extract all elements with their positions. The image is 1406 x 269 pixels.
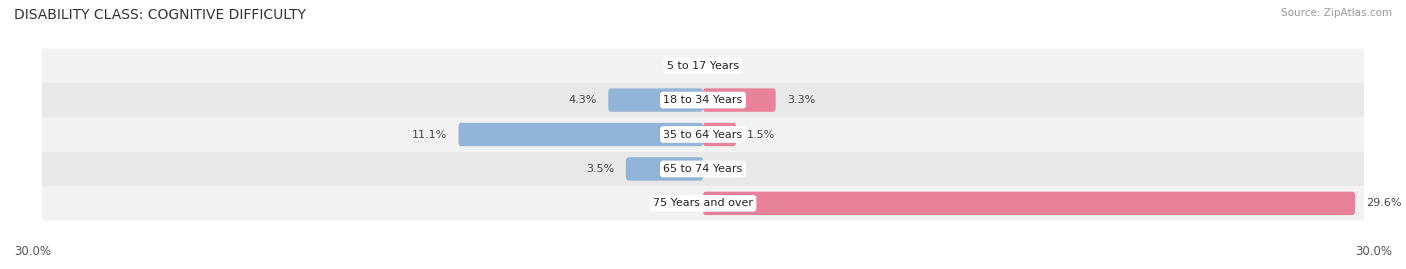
FancyBboxPatch shape xyxy=(31,48,1375,83)
Text: 5 to 17 Years: 5 to 17 Years xyxy=(666,61,740,71)
Text: 30.0%: 30.0% xyxy=(14,245,51,258)
FancyBboxPatch shape xyxy=(458,123,703,146)
Text: Source: ZipAtlas.com: Source: ZipAtlas.com xyxy=(1281,8,1392,18)
FancyBboxPatch shape xyxy=(703,192,1355,215)
Text: 0.0%: 0.0% xyxy=(664,198,692,208)
FancyBboxPatch shape xyxy=(31,83,1375,117)
Text: 0.0%: 0.0% xyxy=(664,61,692,71)
Text: 11.1%: 11.1% xyxy=(412,129,447,140)
Text: 18 to 34 Years: 18 to 34 Years xyxy=(664,95,742,105)
Text: 30.0%: 30.0% xyxy=(1355,245,1392,258)
Text: 3.3%: 3.3% xyxy=(787,95,815,105)
FancyBboxPatch shape xyxy=(31,117,1375,152)
FancyBboxPatch shape xyxy=(703,88,776,112)
FancyBboxPatch shape xyxy=(703,123,737,146)
Text: 65 to 74 Years: 65 to 74 Years xyxy=(664,164,742,174)
Text: 29.6%: 29.6% xyxy=(1367,198,1402,208)
Text: 1.5%: 1.5% xyxy=(747,129,775,140)
Text: 35 to 64 Years: 35 to 64 Years xyxy=(664,129,742,140)
FancyBboxPatch shape xyxy=(609,88,703,112)
Text: 3.5%: 3.5% xyxy=(586,164,614,174)
Text: 75 Years and over: 75 Years and over xyxy=(652,198,754,208)
Text: 0.0%: 0.0% xyxy=(714,164,742,174)
Text: 4.3%: 4.3% xyxy=(569,95,598,105)
Text: 0.0%: 0.0% xyxy=(714,61,742,71)
FancyBboxPatch shape xyxy=(31,186,1375,221)
Text: DISABILITY CLASS: COGNITIVE DIFFICULTY: DISABILITY CLASS: COGNITIVE DIFFICULTY xyxy=(14,8,307,22)
FancyBboxPatch shape xyxy=(31,152,1375,186)
FancyBboxPatch shape xyxy=(626,157,703,181)
